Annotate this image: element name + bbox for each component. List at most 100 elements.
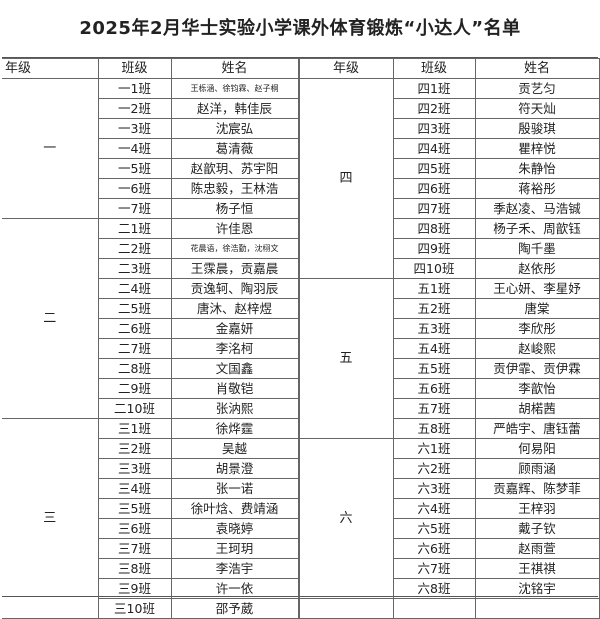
class-cell: 四4班: [392, 138, 476, 159]
class-cell: 三10班: [98, 598, 172, 619]
table-row: 二9班 肖敬铠: [2, 378, 299, 399]
class-cell: 四9班: [392, 238, 476, 259]
name-cell: 季赵凌、马浩铖: [474, 198, 600, 219]
class-cell: 一3班: [98, 118, 172, 139]
class-cell: 五6班: [392, 378, 476, 399]
name-cell: 贡逸轲、陶羽辰: [170, 278, 299, 299]
name-cell: 李洺柯: [170, 338, 299, 359]
class-cell: 三1班: [97, 418, 172, 439]
name-cell: 葛清薇: [170, 138, 299, 159]
class-cell: 五3班: [392, 318, 476, 339]
name-cell: 瞿梓悦: [474, 138, 600, 159]
table-row: 六6班 赵雨萱: [299, 538, 600, 559]
table-row: 六5班 戴子钦: [299, 518, 600, 539]
class-cell: 四6班: [392, 178, 476, 199]
class-cell: 二7班: [98, 338, 172, 359]
class-cell: 四2班: [392, 98, 476, 119]
name-cell: 陶千墨: [474, 238, 600, 259]
header-class: 班级: [392, 58, 476, 79]
name-cell: 袁晓婷: [170, 518, 299, 539]
header-row: 年级 班级 姓名: [2, 58, 299, 79]
table-row: 四四1班 贡艺匀: [298, 78, 600, 279]
table-row: 五5班 贡伊霏、贡伊霖: [299, 358, 600, 379]
table-row: 四8班 杨子禾、周歆钰: [299, 218, 600, 239]
class-cell: 四7班: [392, 198, 476, 219]
table-row: 二2班 花晨语，徐浩勤，沈栩文: [2, 238, 299, 259]
class-cell: 五8班: [392, 418, 476, 439]
class-cell: 三5班: [98, 498, 172, 519]
class-cell: 一7班: [98, 198, 172, 219]
name-cell: 贡艺匀: [474, 78, 600, 99]
header-name: 姓名: [170, 58, 299, 79]
roster-table-right: 年级 班级 姓名 四四1班 贡艺匀 四2班 符天灿 四3班 殷骏琪 四4班 瞿梓悦 四5班 朱静怡…: [298, 58, 600, 619]
name-cell: 王心妍、李星妤: [474, 278, 600, 299]
class-cell: 三7班: [98, 538, 172, 559]
class-cell: [392, 598, 476, 619]
table-row: 二二1班 许佳恩: [2, 218, 299, 419]
grade-cell: 五: [298, 278, 394, 439]
name-cell: 赵依彤: [474, 258, 600, 279]
header-grade: 年级: [298, 58, 394, 79]
header-name: 姓名: [474, 58, 600, 79]
table-row: 四6班 蒋裕彤: [299, 178, 600, 199]
grade-cell: 三: [2, 418, 99, 619]
table-row: 六7班 王祺祺: [299, 558, 600, 579]
table-row: 四7班 季赵凌、马浩铖: [299, 198, 600, 219]
name-cell: 王栎涵、徐钧霖、赵子桐: [170, 78, 299, 99]
table-row: 二4班 贡逸轲、陶羽辰: [2, 278, 299, 299]
grade-cell: 六: [298, 438, 394, 599]
name-cell: 王祺祺: [474, 558, 600, 579]
name-cell: 贡伊霏、贡伊霖: [474, 358, 600, 379]
name-cell: 王梓羽: [474, 498, 600, 519]
name-cell: 戴子钦: [474, 518, 600, 539]
class-cell: 三4班: [98, 478, 172, 499]
name-cell: 赵洋，韩佳辰: [170, 98, 299, 119]
name-cell: 符天灿: [474, 98, 600, 119]
name-cell: 杨子恒: [170, 198, 299, 219]
class-cell: 四10班: [392, 258, 476, 279]
class-cell: 一4班: [98, 138, 172, 159]
table-row: 一5班 赵歆玥、苏宇阳: [2, 158, 299, 179]
name-cell: 赵雨萱: [474, 538, 600, 559]
class-cell: 一2班: [98, 98, 172, 119]
class-cell: 六6班: [392, 538, 476, 559]
class-cell: 二5班: [98, 298, 172, 319]
class-cell: 二9班: [98, 378, 172, 399]
name-cell: 邵予葳: [170, 598, 299, 619]
roster-table: 年级 班级 姓名 一一1班 王栎涵、徐钧霖、赵子桐 一2班 赵洋，韩佳辰 一3班 沈宸弘一…: [2, 57, 600, 619]
name-cell: 文国鑫: [170, 358, 299, 379]
class-cell: 二4班: [98, 278, 172, 299]
class-cell: 二1班: [97, 218, 172, 239]
class-cell: 五2班: [392, 298, 476, 319]
class-cell: 三6班: [98, 518, 172, 539]
class-cell: 四5班: [392, 158, 476, 179]
class-cell: 四1班: [392, 78, 476, 99]
name-cell: 肖敬铠: [170, 378, 299, 399]
name-cell: 朱静怡: [474, 158, 600, 179]
page-title: 2025年2月华士实验小学课外体育锻炼“小达人”名单: [79, 18, 521, 39]
class-cell: 五4班: [392, 338, 476, 359]
name-cell: 贡嘉辉、陈梦菲: [474, 478, 600, 499]
name-cell: 沈宸弘: [170, 118, 299, 139]
table-row: [298, 598, 600, 619]
name-cell: 李浩宇: [170, 558, 299, 579]
class-cell: 五5班: [392, 358, 476, 379]
name-cell: 胡楉茜: [474, 398, 600, 419]
table-row: 六8班 沈铭宇: [299, 578, 600, 599]
table-row: 三三1班 徐烨霆: [2, 418, 299, 619]
name-cell: 唐沐、赵梓煜: [170, 298, 299, 319]
name-cell: 沈铭宇: [474, 578, 600, 599]
class-cell: 五1班: [392, 278, 476, 299]
class-cell: 六5班: [392, 518, 476, 539]
class-cell: 六8班: [392, 578, 476, 599]
class-cell: 六4班: [392, 498, 476, 519]
header-grade: 年级: [2, 58, 99, 79]
table-row: 四3班 殷骏琪: [299, 118, 600, 139]
name-cell: 王霂晨，贡嘉晨: [170, 258, 299, 279]
name-cell: 杨子禾、周歆钰: [474, 218, 600, 239]
class-cell: 三8班: [98, 558, 172, 579]
class-cell: 四3班: [392, 118, 476, 139]
name-cell: 唐棠: [474, 298, 600, 319]
name-cell: 吴越: [170, 438, 299, 459]
table-row: 三8班 李浩宇: [2, 558, 299, 579]
